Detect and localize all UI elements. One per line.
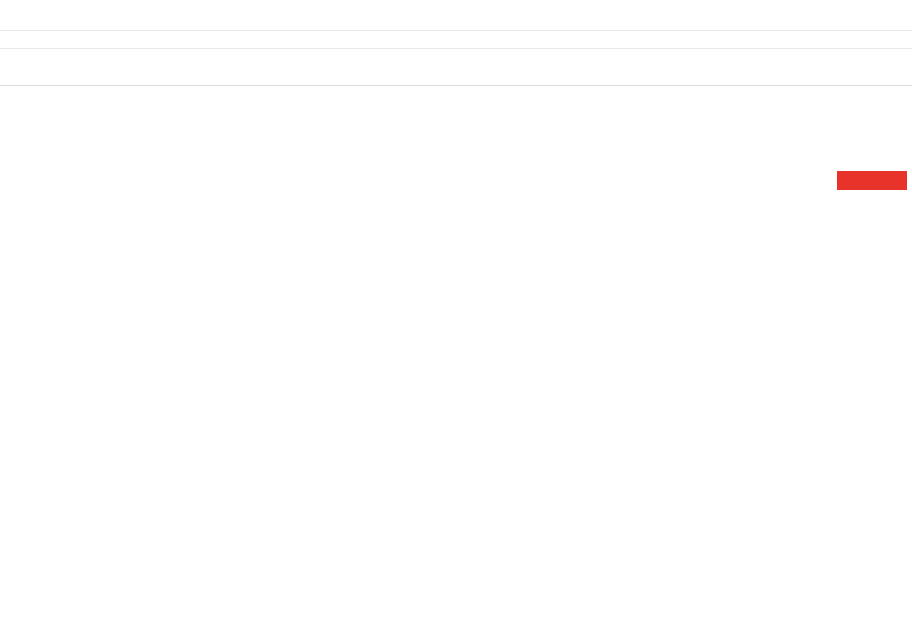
- header-divider: [0, 30, 912, 31]
- current-price-tag: [837, 171, 907, 190]
- period-tabbar: [0, 48, 912, 86]
